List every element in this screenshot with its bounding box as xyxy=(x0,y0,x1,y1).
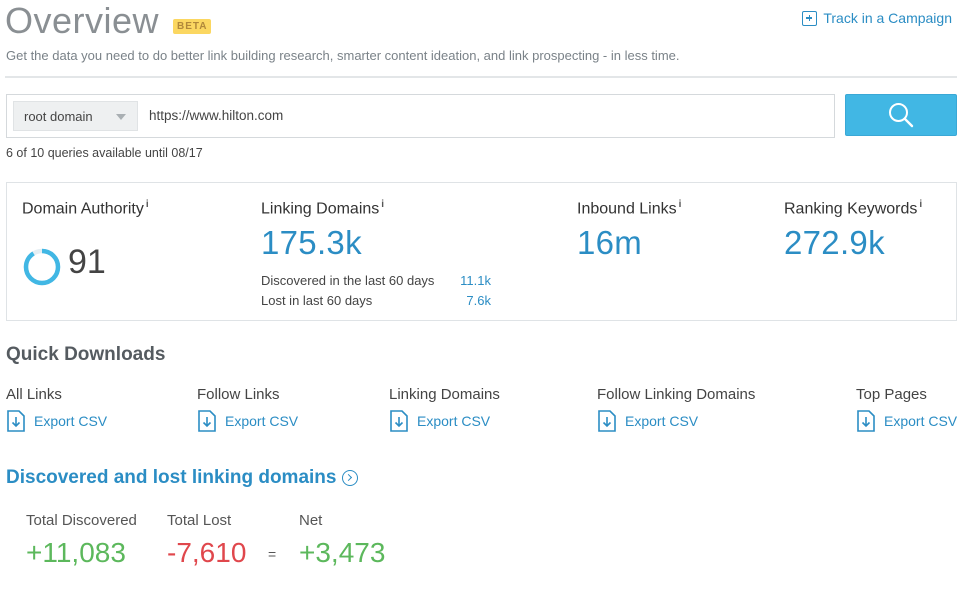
download-label: Linking Domains xyxy=(389,386,500,403)
lost-value[interactable]: 7.6k xyxy=(466,293,491,308)
stat-label: Ranking Keywords i xyxy=(784,199,923,218)
scope-select-value: root domain xyxy=(24,108,93,124)
download-top-pages: Top Pages Export CSV xyxy=(856,386,957,433)
scope-select[interactable]: root domain xyxy=(13,101,138,131)
download-linking-domains: Linking Domains Export CSV xyxy=(389,386,500,433)
export-csv-link[interactable]: Export CSV xyxy=(197,409,298,433)
export-csv-link[interactable]: Export CSV xyxy=(856,409,957,433)
info-icon[interactable]: i xyxy=(919,199,923,210)
file-download-icon xyxy=(598,410,616,432)
info-icon[interactable]: i xyxy=(145,199,149,210)
export-csv-link[interactable]: Export CSV xyxy=(597,409,755,433)
page-header: Overview BETA Track in a Campaign Get th… xyxy=(0,0,980,78)
page-title: Overview xyxy=(5,0,160,41)
stat-label: Linking Domains i xyxy=(261,199,385,218)
download-follow-linking-domains: Follow Linking Domains Export CSV xyxy=(597,386,755,433)
info-icon[interactable]: i xyxy=(678,199,682,210)
stat-label: Domain Authority i xyxy=(22,199,149,218)
lost-row: Lost in last 60 days 7.6k xyxy=(261,293,491,308)
total-discovered-value: +11,083 xyxy=(26,537,126,568)
equals-sign: = xyxy=(268,546,277,562)
file-download-icon xyxy=(7,410,25,432)
net-label: Net xyxy=(299,512,323,529)
track-in-campaign-link[interactable]: Track in a Campaign xyxy=(802,10,952,26)
discovered-lost-title[interactable]: Discovered and lost linking domains xyxy=(6,467,359,489)
quick-downloads-title: Quick Downloads xyxy=(6,344,166,365)
ranking-keywords-value: 272.9k xyxy=(784,224,885,262)
search-box: root domain xyxy=(6,94,835,138)
stat-inbound-links: Inbound Links i 16m xyxy=(577,199,681,262)
info-icon[interactable]: i xyxy=(381,199,385,210)
inbound-links-value: 16m xyxy=(577,224,643,262)
total-lost: Total Lost -7,610 xyxy=(167,512,246,569)
page-subtitle: Get the data you need to do better link … xyxy=(6,48,680,63)
net-value: +3,473 xyxy=(299,537,386,568)
discovered-label: Discovered in the last 60 days xyxy=(261,273,435,288)
stat-domain-authority: Domain Authority i 91 xyxy=(22,199,149,286)
lost-label: Lost in last 60 days xyxy=(261,293,373,308)
search-button[interactable] xyxy=(845,94,957,136)
discovered-row: Discovered in the last 60 days 11.1k xyxy=(261,273,491,288)
total-lost-value: -7,610 xyxy=(167,537,247,568)
stat-label: Inbound Links i xyxy=(577,199,682,218)
plus-square-icon xyxy=(802,10,818,26)
beta-badge: BETA xyxy=(173,19,212,34)
export-csv-link[interactable]: Export CSV xyxy=(6,409,107,433)
download-label: Follow Linking Domains xyxy=(597,386,756,403)
file-download-icon xyxy=(390,410,408,432)
net-total: Net +3,473 xyxy=(299,512,385,569)
chevron-right-circle-icon[interactable] xyxy=(342,470,359,486)
download-label: Follow Links xyxy=(197,386,280,403)
url-input[interactable] xyxy=(149,108,749,123)
download-label: Top Pages xyxy=(856,386,927,403)
download-label: All Links xyxy=(6,386,62,403)
total-discovered: Total Discovered +11,083 xyxy=(26,512,137,569)
discovered-value[interactable]: 11.1k xyxy=(460,273,491,288)
export-csv-link[interactable]: Export CSV xyxy=(389,409,500,433)
track-in-campaign-label: Track in a Campaign xyxy=(823,10,952,26)
download-all-links: All Links Export CSV xyxy=(6,386,107,433)
domain-authority-value: 91 xyxy=(68,243,106,281)
file-download-icon xyxy=(198,410,216,432)
download-follow-links: Follow Links Export CSV xyxy=(197,386,298,433)
search-bar: root domain xyxy=(6,94,957,138)
file-download-icon xyxy=(857,410,875,432)
stats-panel: Domain Authority i 91 Linking Domains i 17… xyxy=(6,182,957,321)
search-icon xyxy=(889,103,914,128)
header-divider xyxy=(5,76,957,78)
stat-ranking-keywords: Ranking Keywords i 272.9k xyxy=(784,199,922,262)
total-lost-label: Total Lost xyxy=(167,512,232,529)
caret-down-icon xyxy=(116,114,126,120)
domain-authority-ring xyxy=(23,248,61,286)
total-discovered-label: Total Discovered xyxy=(26,512,137,529)
queries-remaining: 6 of 10 queries available until 08/17 xyxy=(6,146,203,160)
linking-domains-value: 175.3k xyxy=(261,224,362,262)
stat-linking-domains: Linking Domains i 175.3k xyxy=(261,199,384,262)
